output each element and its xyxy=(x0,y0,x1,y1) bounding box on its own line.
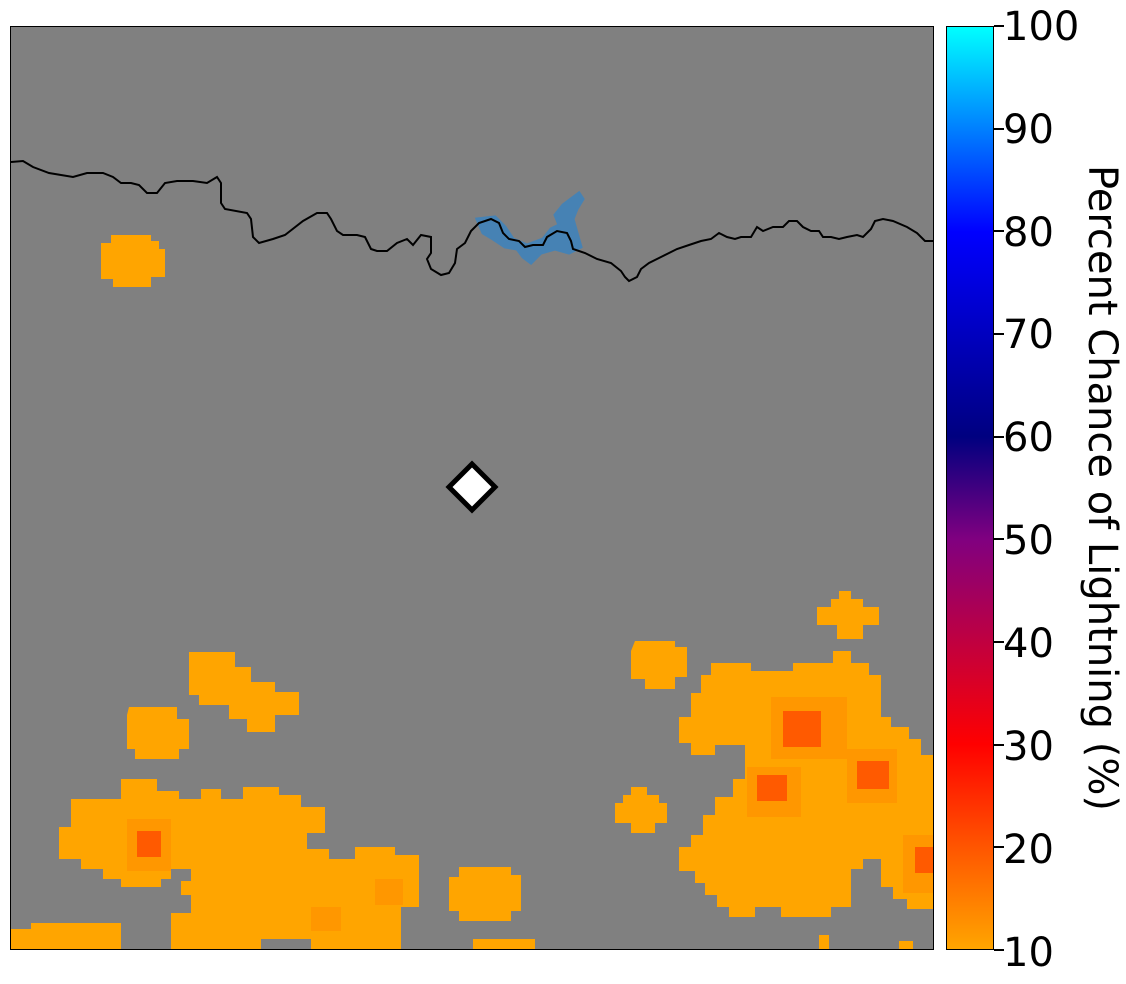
probability-fill-10-percent xyxy=(11,235,933,949)
colorbar-tick xyxy=(994,436,1004,438)
colorbar-tick-label: 50 xyxy=(1003,518,1054,564)
colorbar-tick-label: 10 xyxy=(1003,930,1054,976)
colorbar-tick-label: 40 xyxy=(1003,621,1054,667)
colorbar-tick-label: 60 xyxy=(1003,415,1054,461)
colorbar-tick xyxy=(994,230,1004,232)
colorbar-tick-label: 20 xyxy=(1003,827,1054,873)
colorbar-tick xyxy=(994,641,1004,643)
colorbar-tick xyxy=(994,333,1004,335)
colorbar-title: Percent Chance of Lightning (%) xyxy=(1079,165,1125,811)
water-body xyxy=(474,190,585,265)
colorbar-tick-label: 70 xyxy=(1003,312,1054,358)
colorbar-tick xyxy=(994,538,1004,540)
colorbar-tick xyxy=(994,25,1004,27)
colorbar-tick xyxy=(994,949,1004,951)
map-canvas xyxy=(11,27,933,949)
colorbar-tick-label: 30 xyxy=(1003,724,1054,770)
colorbar-tick-label: 80 xyxy=(1003,210,1054,256)
colorbar-tick xyxy=(994,744,1004,746)
white-diamond-marker xyxy=(445,460,499,514)
colorbar xyxy=(946,26,994,950)
colorbar-tick xyxy=(994,846,1004,848)
colorbar-tick-label: 90 xyxy=(1003,107,1054,153)
lightning-probability-map xyxy=(10,26,934,950)
colorbar-tick xyxy=(994,128,1004,130)
coastline xyxy=(11,159,933,283)
colorbar-tick-label: 100 xyxy=(1003,4,1080,50)
probability-fill-20-percent xyxy=(137,711,933,873)
